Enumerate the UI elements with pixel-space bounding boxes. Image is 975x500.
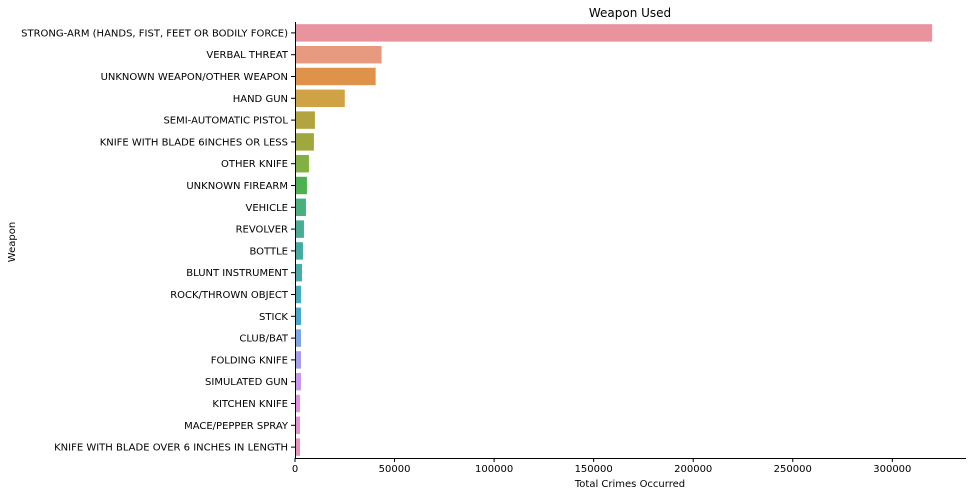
bar <box>295 45 382 64</box>
bar <box>295 89 345 108</box>
x-tick-label: 50000 <box>379 464 411 475</box>
y-tick-label: HAND GUN <box>233 94 288 105</box>
bar <box>295 67 376 86</box>
y-tick-label: FOLDING KNIFE <box>211 355 288 366</box>
y-tick-label: CLUB/BAT <box>239 334 289 345</box>
y-tick-label: SIMULATED GUN <box>205 377 288 388</box>
y-tick-label: BLUNT INSTRUMENT <box>186 268 289 279</box>
y-tick-label: STRONG-ARM (HANDS, FIST, FEET OR BODILY … <box>21 28 288 39</box>
y-tick-label: VERBAL THREAT <box>206 50 289 61</box>
bar <box>295 263 302 282</box>
bar <box>295 307 301 326</box>
y-tick-label: KITCHEN KNIFE <box>212 399 288 410</box>
y-tick-label: KNIFE WITH BLADE OVER 6 INCHES IN LENGTH <box>54 443 288 454</box>
x-tick-label: 0 <box>292 464 298 475</box>
bar <box>295 154 309 173</box>
y-tick-label: SEMI-AUTOMATIC PISTOL <box>163 116 288 127</box>
bar <box>295 351 301 369</box>
y-tick-label: MACE/PEPPER SPRAY <box>184 421 289 432</box>
x-tick-label: 300000 <box>873 464 911 475</box>
y-axis-label: Weapon <box>7 222 18 262</box>
y-tick-label: OTHER KNIFE <box>221 159 288 170</box>
bar <box>295 220 304 238</box>
y-tick-label: KNIFE WITH BLADE 6INCHES OR LESS <box>100 137 288 148</box>
y-tick-label: UNKNOWN FIREARM <box>186 181 288 192</box>
bar <box>295 24 933 42</box>
bars-layer <box>295 24 933 456</box>
bar <box>295 198 306 217</box>
x-tick-label: 250000 <box>774 464 812 475</box>
x-tick-label: 100000 <box>475 464 513 475</box>
x-tick-label: 200000 <box>674 464 712 475</box>
bar <box>295 285 301 304</box>
y-tick-label: ROCK/THROWN OBJECT <box>170 290 289 301</box>
bar <box>295 372 301 391</box>
bar <box>295 329 301 347</box>
y-tick-label: UNKNOWN WEAPON/OTHER WEAPON <box>101 72 288 83</box>
y-tick-labels: STRONG-ARM (HANDS, FIST, FEET OR BODILY … <box>21 28 295 454</box>
y-tick-label: REVOLVER <box>236 225 288 236</box>
bar <box>295 438 300 456</box>
y-tick-label: STICK <box>259 312 288 323</box>
y-tick-label: VEHICLE <box>246 203 289 214</box>
bar <box>295 133 314 151</box>
x-axis-label: Total Crimes Occurred <box>574 479 685 490</box>
x-tick-label: 150000 <box>575 464 613 475</box>
bar <box>295 416 300 435</box>
bar <box>295 242 303 260</box>
chart-title: Weapon Used <box>589 6 671 20</box>
bar <box>295 394 300 413</box>
x-ticks: 0 50000 100000 150000 200000 250000 300000 <box>292 458 911 475</box>
bar <box>295 176 307 195</box>
bar <box>295 111 315 129</box>
y-tick-label: BOTTLE <box>250 246 289 257</box>
